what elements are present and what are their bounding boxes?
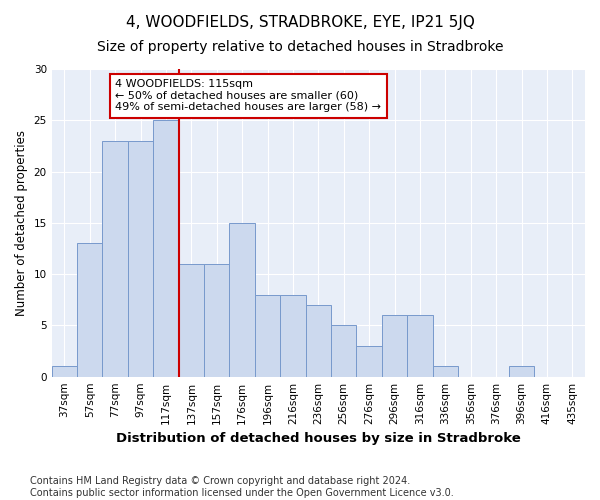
Bar: [77, 244, 103, 376]
Bar: [179, 264, 204, 376]
Text: Size of property relative to detached houses in Stradbroke: Size of property relative to detached ho…: [97, 40, 503, 54]
Text: 4, WOODFIELDS, STRADBROKE, EYE, IP21 5JQ: 4, WOODFIELDS, STRADBROKE, EYE, IP21 5JQ: [125, 15, 475, 30]
Y-axis label: Number of detached properties: Number of detached properties: [15, 130, 28, 316]
Bar: [153, 120, 179, 376]
Bar: [331, 326, 356, 376]
Bar: [433, 366, 458, 376]
Bar: [52, 366, 77, 376]
Bar: [229, 223, 255, 376]
Bar: [305, 305, 331, 376]
X-axis label: Distribution of detached houses by size in Stradbroke: Distribution of detached houses by size …: [116, 432, 521, 445]
Bar: [356, 346, 382, 376]
Bar: [255, 294, 280, 376]
Bar: [407, 315, 433, 376]
Bar: [103, 141, 128, 376]
Text: 4 WOODFIELDS: 115sqm
← 50% of detached houses are smaller (60)
49% of semi-detac: 4 WOODFIELDS: 115sqm ← 50% of detached h…: [115, 80, 381, 112]
Bar: [280, 294, 305, 376]
Bar: [128, 141, 153, 376]
Bar: [382, 315, 407, 376]
Bar: [204, 264, 229, 376]
Bar: [509, 366, 534, 376]
Text: Contains HM Land Registry data © Crown copyright and database right 2024.
Contai: Contains HM Land Registry data © Crown c…: [30, 476, 454, 498]
